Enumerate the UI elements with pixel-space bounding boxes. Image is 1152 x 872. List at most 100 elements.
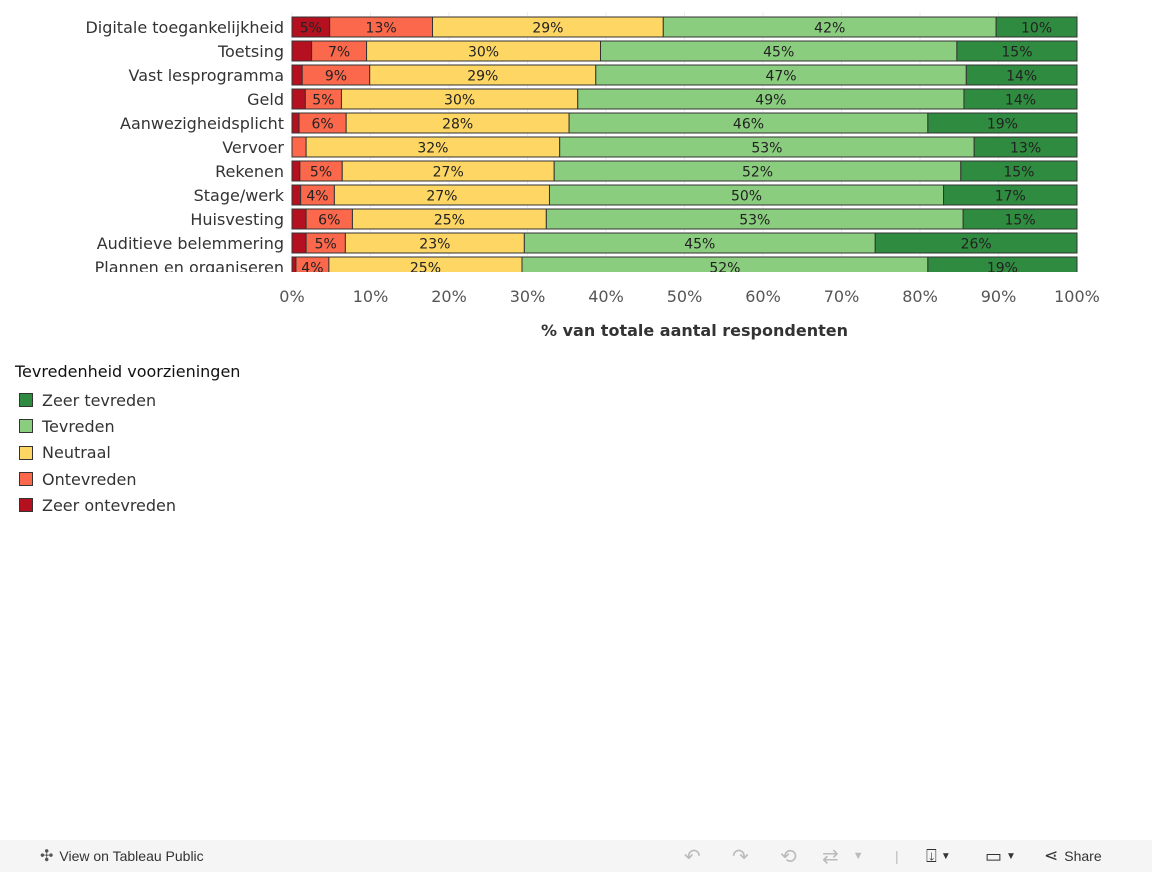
- bar-segment-zeer-tevreden: [962, 208, 1078, 230]
- data-label: 53%: [751, 141, 782, 157]
- data-label: 42%: [814, 21, 845, 37]
- data-label: 27%: [433, 165, 464, 181]
- data-label: 5%: [315, 237, 337, 253]
- legend-label: Zeer ontevreden: [42, 495, 177, 515]
- x-tick-label: 50%: [667, 287, 703, 306]
- data-label: 52%: [742, 165, 773, 181]
- device-icon: ▭: [985, 845, 1003, 866]
- bar-segment-zeer-ontevreden: [291, 208, 307, 230]
- data-label: 45%: [763, 45, 794, 61]
- refresh-button[interactable]: ⇄ ▼: [822, 840, 864, 872]
- bar-segment-zeer-tevreden: [927, 256, 1078, 272]
- redo-button[interactable]: ↷: [732, 840, 749, 872]
- x-tick-label: 20%: [431, 287, 467, 306]
- data-label: 13%: [1010, 141, 1041, 157]
- data-label: 27%: [426, 189, 457, 205]
- category-label: Rekenen: [215, 162, 284, 181]
- data-label: 47%: [765, 69, 796, 85]
- data-label: 32%: [417, 141, 448, 157]
- x-tick-label: 70%: [824, 287, 860, 306]
- share-button[interactable]: ⋖ Share: [1044, 846, 1102, 865]
- legend-swatch: [19, 445, 33, 460]
- tableau-toolbar: ✣ View on Tableau Public ↶ ↷ ⟲ ⇄ ▼ | ⍗ ▼ ▭…: [0, 840, 1152, 872]
- data-label: 14%: [1005, 93, 1036, 109]
- data-label: 29%: [532, 21, 563, 37]
- legend-item[interactable]: Zeer ontevreden: [15, 492, 240, 518]
- chevron-down-icon: ▼: [1006, 850, 1016, 862]
- bar-segment-zeer-ontevreden: [291, 184, 302, 206]
- data-label: 19%: [987, 261, 1018, 277]
- undo-icon: ↶: [684, 845, 701, 868]
- data-label: 25%: [410, 261, 441, 277]
- undo-button[interactable]: ↶: [684, 840, 701, 872]
- data-label: 50%: [731, 189, 762, 205]
- bar-segment-zeer-tevreden: [963, 88, 1078, 110]
- category-label: Toetsing: [217, 42, 284, 61]
- bar-segment-zeer-tevreden: [960, 160, 1078, 182]
- data-label: 10%: [1021, 21, 1052, 37]
- x-tick-label: 0%: [279, 287, 304, 306]
- toolbar-divider: |: [895, 848, 899, 864]
- x-tick-label: 40%: [588, 287, 624, 306]
- legend: Tevredenheid voorzieningen Zeer tevreden…: [15, 362, 240, 518]
- refresh-icon: ⇄: [822, 845, 839, 868]
- stacked-bar-chart: 0% 10% 20% 30% 40% 50% 60% 70% 80% 90% 100% Digital…: [85, 12, 1100, 340]
- data-label: 13%: [366, 21, 397, 37]
- category-label: Geld: [247, 90, 284, 109]
- bar-segment-zeer-tevreden: [995, 16, 1078, 38]
- x-tick-label: 90%: [981, 287, 1017, 306]
- bar-segment-zeer-ontevreden: [291, 88, 306, 110]
- data-label: 6%: [312, 117, 334, 133]
- data-label: 15%: [1003, 165, 1034, 181]
- data-label: 7%: [328, 45, 350, 61]
- chevron-down-icon: ▼: [852, 850, 864, 862]
- category-label: Vast lesprogramma: [128, 66, 284, 85]
- data-label: 53%: [739, 213, 770, 229]
- download-icon: ⍗: [926, 845, 937, 866]
- bar-segment-zeer-tevreden: [956, 40, 1078, 62]
- x-tick-label: 10%: [353, 287, 389, 306]
- bar-segment-zeer-tevreden: [927, 112, 1078, 134]
- data-label: 26%: [961, 237, 992, 253]
- data-label: 49%: [755, 93, 786, 109]
- data-label: 25%: [434, 213, 465, 229]
- data-label: 29%: [467, 69, 498, 85]
- legend-item[interactable]: Ontevreden: [15, 466, 240, 492]
- legend-label: Tevreden: [42, 416, 115, 436]
- x-tick-label: 60%: [745, 287, 781, 306]
- revert-button[interactable]: ⟲: [780, 840, 797, 872]
- x-tick-label: 30%: [510, 287, 546, 306]
- legend-label: Ontevreden: [42, 469, 137, 489]
- data-label: 4%: [301, 261, 323, 277]
- data-label: 30%: [444, 93, 475, 109]
- legend-item[interactable]: Zeer tevreden: [15, 387, 240, 413]
- bar-segment-zeer-tevreden: [943, 184, 1078, 206]
- device-layout-button[interactable]: ▭ ▼: [985, 840, 1016, 872]
- chevron-down-icon: ▼: [940, 850, 951, 862]
- data-label: 5%: [300, 21, 322, 37]
- view-on-tableau-public-link[interactable]: ✣ View on Tableau Public: [40, 848, 204, 865]
- data-label: 52%: [709, 261, 740, 277]
- bar-segment-zeer-ontevreden: [291, 40, 313, 62]
- data-label: 17%: [995, 189, 1026, 205]
- data-label: 15%: [1005, 213, 1036, 229]
- bar-segment-zeer-ontevreden: [291, 232, 307, 254]
- legend-label: Neutraal: [42, 443, 111, 463]
- legend-swatch: [19, 472, 33, 487]
- x-axis-title: % van totale aantal respondenten: [541, 321, 848, 340]
- data-label: 45%: [684, 237, 715, 253]
- legend-swatch: [19, 419, 33, 434]
- category-label: Stage/werk: [194, 186, 285, 205]
- download-button[interactable]: ⍗ ▼: [926, 840, 951, 872]
- share-icon: ⋖: [1044, 846, 1059, 865]
- legend-item[interactable]: Neutraal: [15, 440, 240, 466]
- category-label: Plannen en organiseren: [95, 258, 284, 277]
- bars-group: Digitale toegankelijkheid 5% 13% 29% 42% 10% T…: [85, 16, 1078, 277]
- bar-segment-ontevreden: [291, 136, 307, 158]
- data-label: 5%: [312, 93, 334, 109]
- legend-item[interactable]: Tevreden: [15, 413, 240, 439]
- data-label: 15%: [1001, 45, 1032, 61]
- category-label: Huisvesting: [190, 210, 284, 229]
- data-label: 19%: [987, 117, 1018, 133]
- data-label: 5%: [310, 165, 332, 181]
